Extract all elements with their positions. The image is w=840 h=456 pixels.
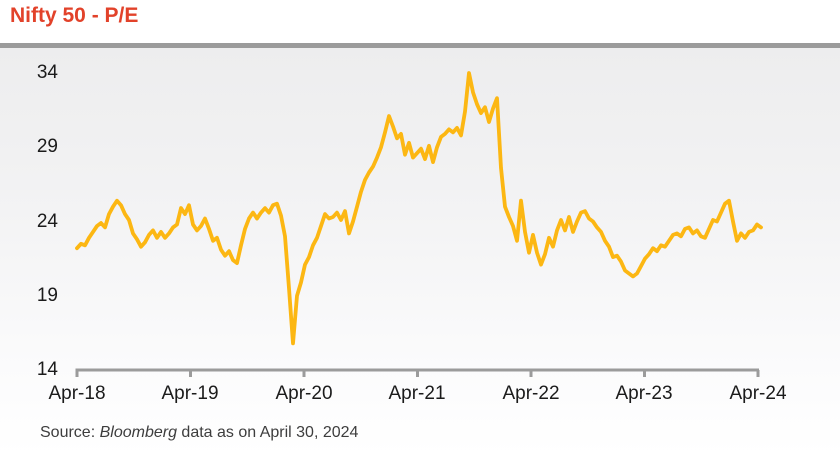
source-publisher: Bloomberg xyxy=(99,424,177,441)
pe-series-line xyxy=(75,71,763,346)
y-axis-label: 24 xyxy=(36,211,58,232)
x-axis-label: Apr-20 xyxy=(275,383,333,404)
source-suffix: data as on April 30, 2024 xyxy=(176,424,359,441)
x-axis-label: Apr-22 xyxy=(502,383,560,404)
x-axis-line xyxy=(75,368,760,377)
x-axis-label: Apr-24 xyxy=(729,383,787,404)
x-axis-label: Apr-18 xyxy=(48,383,106,404)
chart-panel xyxy=(0,48,840,456)
y-axis-label: 19 xyxy=(36,285,58,306)
source-note: Source: Bloomberg data as on April 30, 2… xyxy=(40,423,358,442)
page-title: Nifty 50 - P/E xyxy=(10,4,139,27)
source-prefix: Source: xyxy=(40,424,100,441)
x-axis-label: Apr-21 xyxy=(388,383,446,404)
y-axis-label: 14 xyxy=(36,359,58,380)
title-separator xyxy=(0,43,840,48)
x-axis-label: Apr-19 xyxy=(161,383,219,404)
y-axis-label: 29 xyxy=(36,136,58,157)
x-axis-label: Apr-23 xyxy=(615,383,673,404)
y-axis-label: 34 xyxy=(36,62,58,83)
